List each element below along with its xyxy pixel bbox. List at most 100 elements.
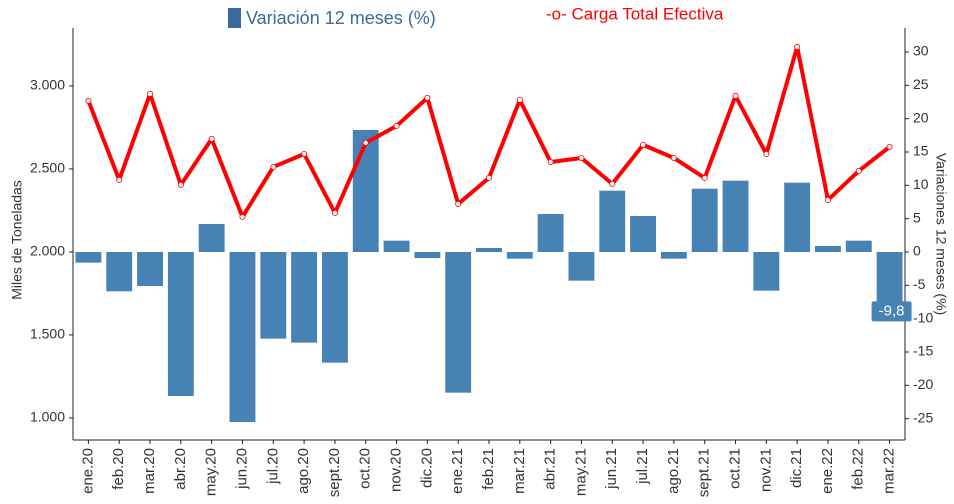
line-marker [547, 158, 554, 165]
bar [414, 252, 441, 258]
line [86, 44, 891, 219]
line-marker [239, 213, 246, 220]
value-label: -9,8 [879, 302, 905, 319]
x-tick-label: oct.20 [357, 448, 374, 489]
x-tick-label: oct.21 [726, 448, 743, 489]
y-tick-label: 1.000 [30, 409, 65, 425]
line-marker [640, 141, 647, 148]
x-tick-label: abr.20 [172, 448, 189, 490]
bar [753, 252, 780, 291]
y-tick-label: 1.500 [30, 326, 65, 342]
bar [321, 252, 348, 363]
bar [291, 252, 318, 343]
line-marker [85, 97, 92, 104]
line-marker [424, 94, 431, 101]
bar [229, 252, 256, 422]
y2-tick-label: 15 [913, 143, 929, 159]
y2-tick-label: 20 [913, 109, 929, 125]
y-tick-label: 2.000 [30, 243, 65, 259]
x-tick-label: mar.20 [141, 448, 158, 494]
bar [815, 246, 841, 252]
line-marker [855, 167, 862, 174]
x-tick-label: sept.20 [326, 448, 343, 497]
line-marker [331, 209, 338, 216]
x-tick-label: feb.21 [480, 448, 497, 490]
y2-tick-label: -15 [913, 343, 933, 359]
value-label-box [871, 301, 912, 322]
y2-tick-label: 10 [913, 176, 929, 192]
bar [167, 252, 194, 396]
bar [352, 130, 379, 252]
line-marker [670, 154, 677, 161]
line-marker [270, 163, 277, 170]
x-tick-label: jul.21 [634, 448, 651, 485]
bar [568, 252, 595, 281]
line-marker [485, 174, 492, 181]
x-tick-label: ago.21 [665, 448, 682, 494]
x-tick-label: ene.20 [79, 448, 96, 494]
x-tick-label: may.21 [572, 448, 589, 496]
x-tick-label: nov.21 [757, 448, 774, 492]
x-tick-label: abr.21 [542, 448, 559, 490]
x-tick-label: ago.20 [295, 448, 312, 494]
bar [537, 214, 564, 252]
line-marker [177, 181, 184, 188]
x-tick-label: dic.21 [788, 448, 805, 488]
bar [260, 252, 287, 339]
bar [722, 180, 749, 252]
y2-tick-label: 30 [913, 43, 929, 59]
x-tick-label: feb.22 [850, 448, 867, 490]
bar [75, 252, 102, 263]
bar [691, 188, 718, 252]
line-marker [701, 174, 708, 181]
bar [445, 252, 472, 393]
bar [630, 216, 657, 252]
legend-label: -o- Carga Total Efectiva [546, 4, 724, 23]
line-marker [824, 196, 831, 203]
x-tick-label: mar.21 [511, 448, 528, 494]
bar [106, 252, 133, 292]
x-tick-label: jul.20 [264, 448, 281, 485]
x-tick-label: may.20 [203, 448, 220, 496]
bar [476, 248, 502, 252]
x-tick-label: ene.21 [449, 448, 466, 494]
x-tick-label: jun.21 [603, 448, 620, 490]
line-marker [578, 154, 585, 161]
legend-swatch [228, 8, 241, 28]
x-tick-label: sept.21 [696, 448, 713, 497]
y2-axis-title: Variaciones 12 meses (%) [933, 153, 949, 315]
bar [784, 182, 811, 252]
bar [845, 240, 872, 252]
y-tick-label: 2.500 [30, 160, 65, 176]
y2-tick-label: -5 [913, 276, 926, 292]
bar [660, 252, 687, 259]
line-marker [208, 135, 215, 142]
line-marker [763, 150, 770, 157]
y2-tick-label: -25 [913, 409, 933, 425]
x-tick-label: nov.20 [388, 448, 405, 492]
y2-tick-label: -10 [913, 309, 933, 325]
x-tick-label: mar.22 [881, 448, 898, 494]
y2-tick-label: -20 [913, 376, 933, 392]
y-axis-title: Miles de Toneladas [9, 180, 25, 300]
line-marker [362, 139, 369, 146]
line-marker [455, 200, 462, 207]
x-tick-label: ene.22 [819, 448, 836, 494]
y2-tick-label: 0 [913, 243, 921, 259]
line-marker [886, 143, 893, 150]
x-tick-label: jun.20 [233, 448, 250, 490]
line-marker [794, 43, 801, 50]
line-marker [393, 122, 400, 129]
legend-label: Variación 12 meses (%) [246, 8, 436, 28]
line-marker [147, 90, 154, 97]
bar [599, 190, 626, 252]
line-marker [516, 96, 523, 103]
line-marker [732, 92, 739, 99]
line-marker [609, 180, 616, 187]
line-marker [116, 176, 123, 183]
x-tick-label: dic.20 [418, 448, 435, 488]
y-tick-label: 3.000 [30, 77, 65, 93]
y2-tick-label: 25 [913, 76, 929, 92]
bar [198, 224, 225, 252]
